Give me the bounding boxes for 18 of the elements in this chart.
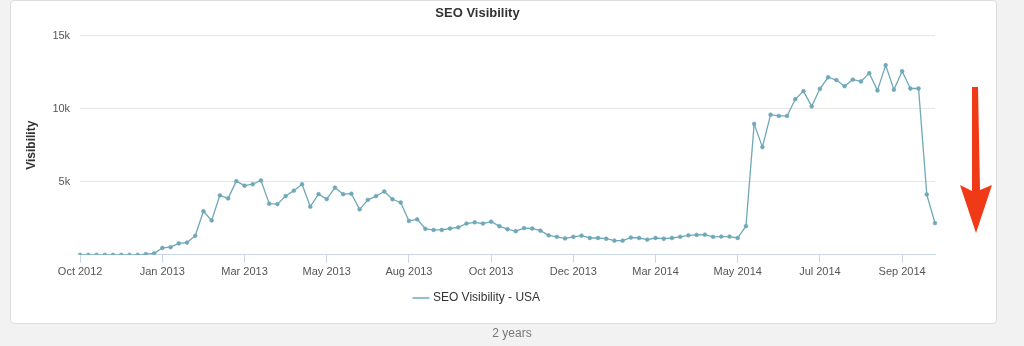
y-tick-label: 5k	[58, 174, 71, 187]
x-tick-label: Aug 2013	[385, 265, 433, 278]
x-tick-label: Dec 2013	[549, 265, 597, 278]
x-tick-label: Mar 2013	[221, 265, 268, 278]
x-tick-label: Oct 2013	[468, 265, 514, 278]
chart-title: SEO Visibility	[435, 5, 521, 21]
text: 2 years	[491, 326, 533, 340]
x-tick-label: Oct 2012	[57, 265, 103, 278]
y-axis-title: Visibility	[23, 120, 38, 170]
x-tick-label: Jan 2013	[139, 265, 185, 278]
x-tick-label: Mar 2014	[632, 265, 679, 278]
x-tick-label: Sep 2014	[878, 265, 926, 278]
y-tick-label: 15k	[52, 28, 71, 41]
x-tick-label: Jul 2014	[799, 265, 841, 278]
x-tick-label: May 2014	[713, 265, 762, 278]
x-tick-label: May 2013	[302, 265, 351, 278]
y-tick-label: 10k	[52, 101, 71, 114]
legend-label: SEO Visibility - USA	[432, 290, 541, 305]
